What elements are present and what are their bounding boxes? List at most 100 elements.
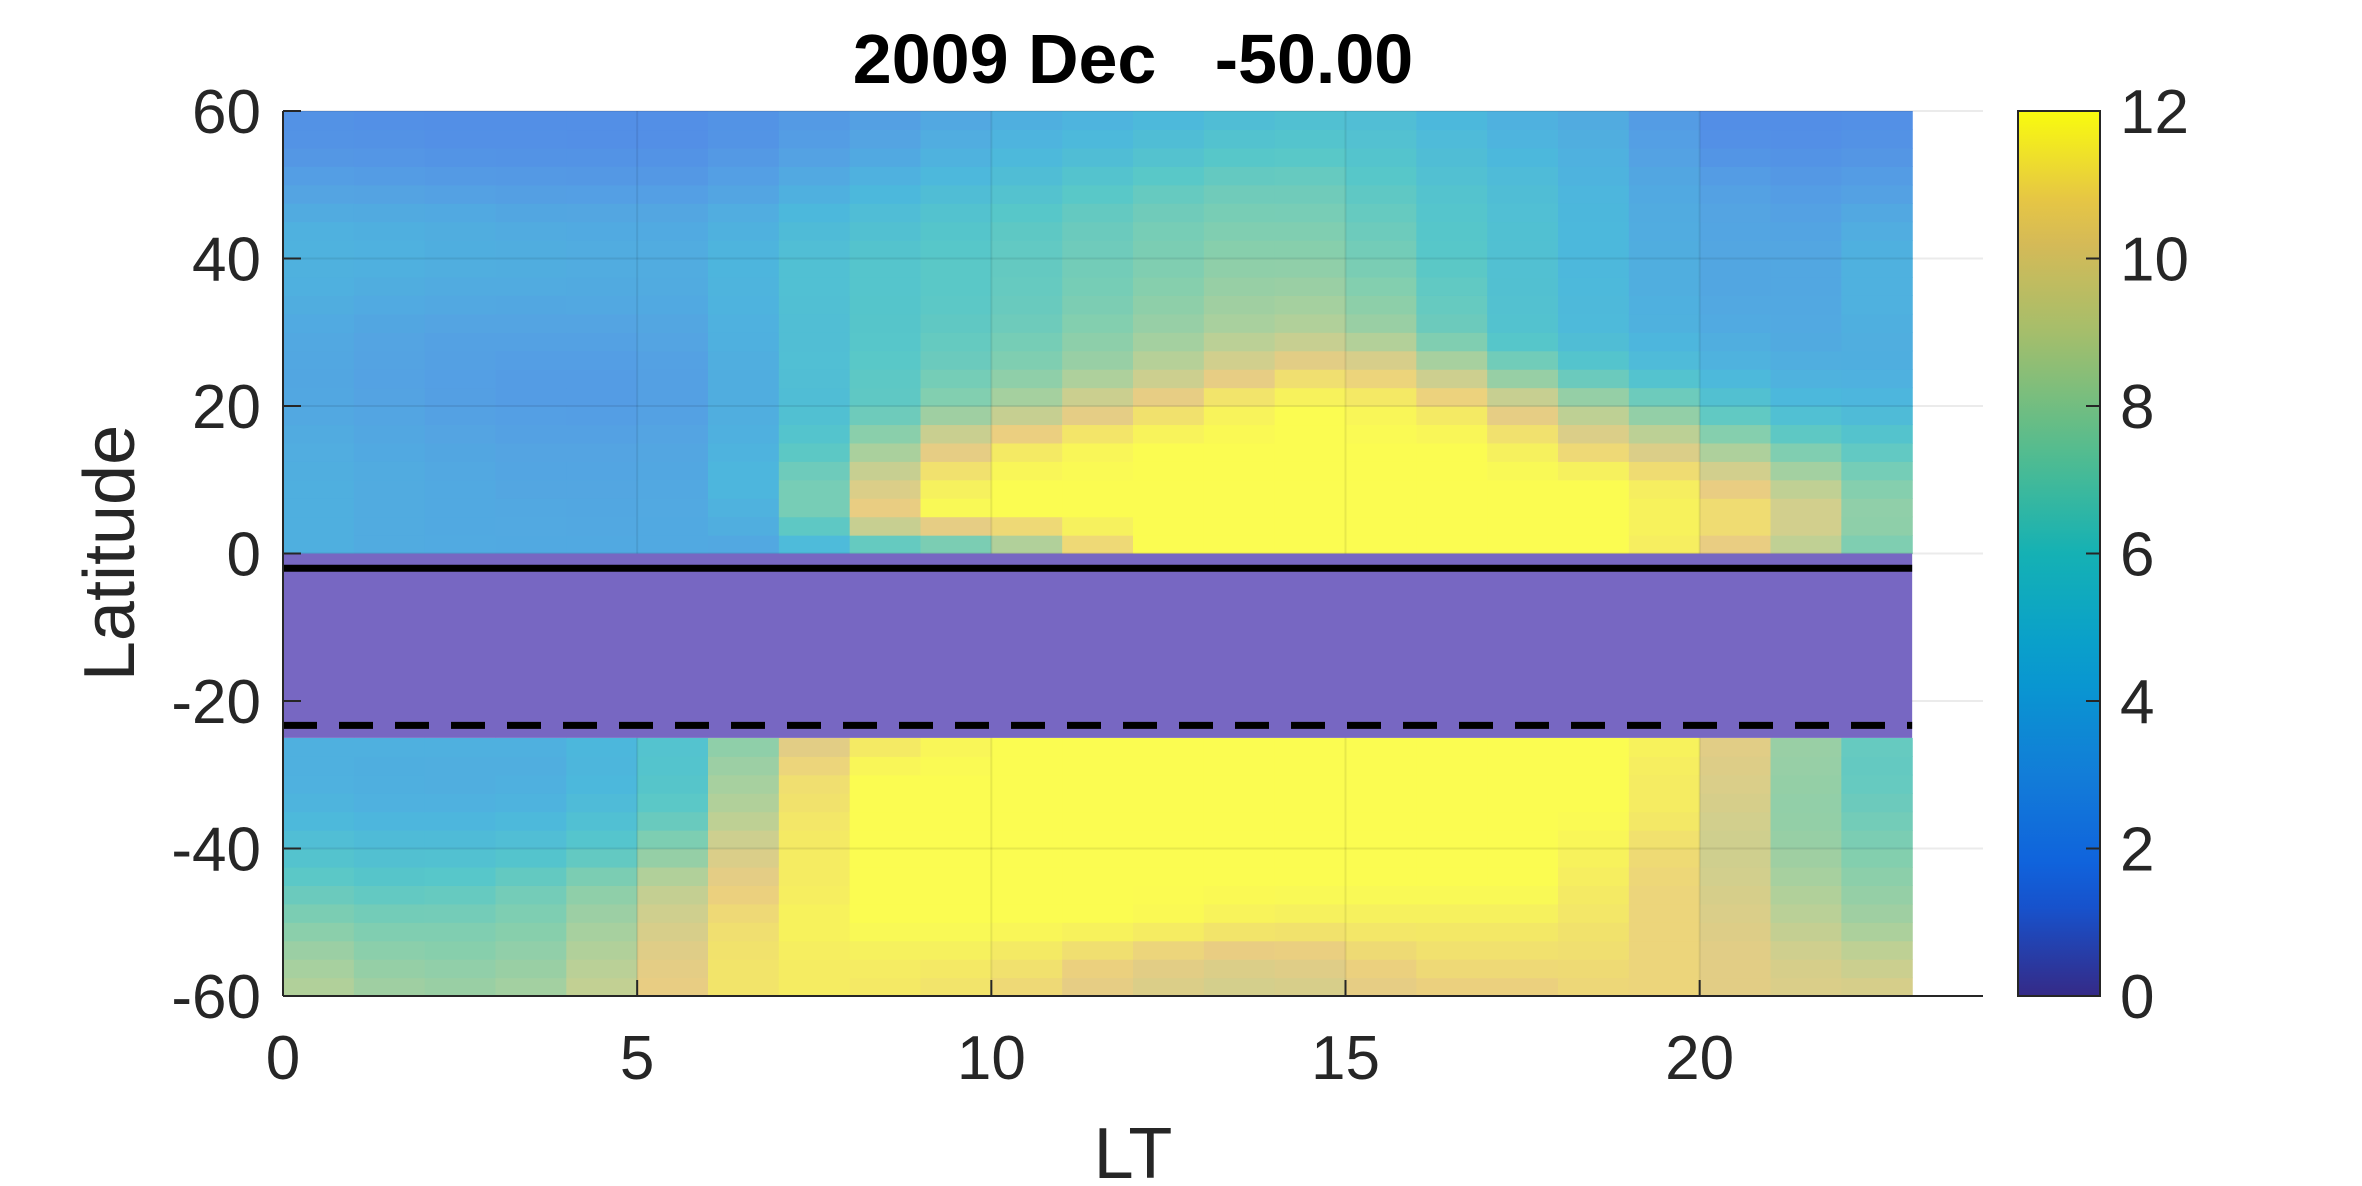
heatmap-cell [1841, 129, 1913, 149]
heatmap-cell [1841, 424, 1913, 444]
heatmap-cell [637, 830, 709, 850]
heatmap-cell [1203, 221, 1276, 241]
heatmap-cell [991, 959, 1063, 979]
heatmap-cell [1416, 516, 1488, 536]
heatmap-cell [1345, 461, 1417, 481]
heatmap-cell [920, 498, 992, 518]
heatmap-cell [353, 774, 426, 794]
heatmap-cell [1487, 332, 1559, 352]
heatmap-cell [637, 811, 709, 831]
heatmap-cell [1062, 977, 1134, 996]
heatmap-cell [1203, 756, 1276, 776]
heatmap-cell [1062, 756, 1134, 776]
heatmap-cell [1133, 922, 1205, 942]
heatmap-cell [424, 793, 497, 813]
heatmap-cell [566, 848, 638, 868]
heatmap-cell [424, 737, 497, 757]
heatmap-cell [283, 922, 355, 942]
heatmap-cell [1628, 147, 1701, 167]
heatmap-cell [1133, 811, 1205, 831]
heatmap-cell [1558, 184, 1630, 204]
heatmap-cell [920, 350, 992, 370]
heatmap-cell [637, 479, 709, 499]
heatmap-cell [708, 959, 780, 979]
heatmap-cell [849, 203, 922, 223]
heatmap-cell [495, 737, 567, 757]
heatmap-cell [353, 387, 426, 407]
heatmap-cell [1203, 424, 1276, 444]
heatmap-cell [566, 940, 638, 960]
heatmap-cell [778, 903, 851, 923]
heatmap-cell [1558, 276, 1630, 296]
heatmap-cell [1345, 866, 1417, 886]
heatmap-cell [1770, 793, 1842, 813]
heatmap-cell [353, 258, 426, 278]
heatmap-cell [1203, 737, 1276, 757]
heatmap-cell [1062, 129, 1134, 149]
heatmap-cell [495, 184, 567, 204]
heatmap-cell [991, 922, 1063, 942]
heatmap-cell [1416, 184, 1488, 204]
heatmap-cell [1133, 332, 1205, 352]
heatmap-cell [495, 111, 567, 131]
heatmap-cell [566, 240, 638, 260]
heatmap-cell [1345, 535, 1417, 555]
heatmap-cell [283, 516, 355, 536]
heatmap-cell [1770, 848, 1842, 868]
heatmap-cell [708, 922, 780, 942]
heatmap-cell [1628, 866, 1701, 886]
heatmap-cell [424, 276, 497, 296]
heatmap-cell [1274, 940, 1347, 960]
heatmap-cell [637, 166, 709, 186]
heatmap-cell [1770, 129, 1842, 149]
heatmap-cell [637, 203, 709, 223]
heatmap-cell [708, 258, 780, 278]
heatmap-cell [1416, 774, 1488, 794]
heatmap-cell [708, 332, 780, 352]
heatmap-cell [1203, 276, 1276, 296]
heatmap-cell [778, 276, 851, 296]
heatmap-cell [637, 535, 709, 555]
heatmap-cell [991, 756, 1063, 776]
heatmap-cell [1416, 940, 1488, 960]
heatmap-cell [1628, 461, 1701, 481]
heatmap-cell [778, 866, 851, 886]
heatmap-cell [1274, 830, 1347, 850]
heatmap-cell [708, 111, 780, 131]
heatmap-cell [424, 369, 497, 389]
heatmap-cell [1274, 221, 1347, 241]
heatmap-cell [1487, 111, 1559, 131]
heatmap-cell [991, 258, 1063, 278]
heatmap-cell [708, 737, 780, 757]
heatmap-cell [424, 922, 497, 942]
heatmap-cell [778, 166, 851, 186]
heatmap-cell [1558, 461, 1630, 481]
heatmap-cell [708, 369, 780, 389]
heatmap-cell [1062, 922, 1134, 942]
heatmap-cell [1133, 461, 1205, 481]
heatmap-cell [353, 276, 426, 296]
heatmap-cell [1416, 535, 1488, 555]
heatmap-cell [1841, 940, 1913, 960]
heatmap-cell [778, 959, 851, 979]
heatmap-cell [1770, 313, 1842, 333]
heatmap-cell [1062, 830, 1134, 850]
heatmap-cell [1062, 369, 1134, 389]
heatmap-cell [920, 203, 992, 223]
heatmap-cell [1133, 774, 1205, 794]
heatmap-cell [495, 830, 567, 850]
heatmap-cell [1628, 885, 1701, 905]
heatmap-cell [424, 221, 497, 241]
heatmap-cell [353, 479, 426, 499]
heatmap-cell [920, 774, 992, 794]
heatmap-cell [849, 166, 922, 186]
heatmap-cell [708, 184, 780, 204]
heatmap-cell [495, 424, 567, 444]
heatmap-cell [495, 369, 567, 389]
heatmap-cell [1345, 959, 1417, 979]
heatmap-cell [1345, 793, 1417, 813]
heatmap-cell [1628, 756, 1701, 776]
heatmap-cell [708, 203, 780, 223]
heatmap-cell [1062, 295, 1134, 315]
heatmap-cell [353, 332, 426, 352]
